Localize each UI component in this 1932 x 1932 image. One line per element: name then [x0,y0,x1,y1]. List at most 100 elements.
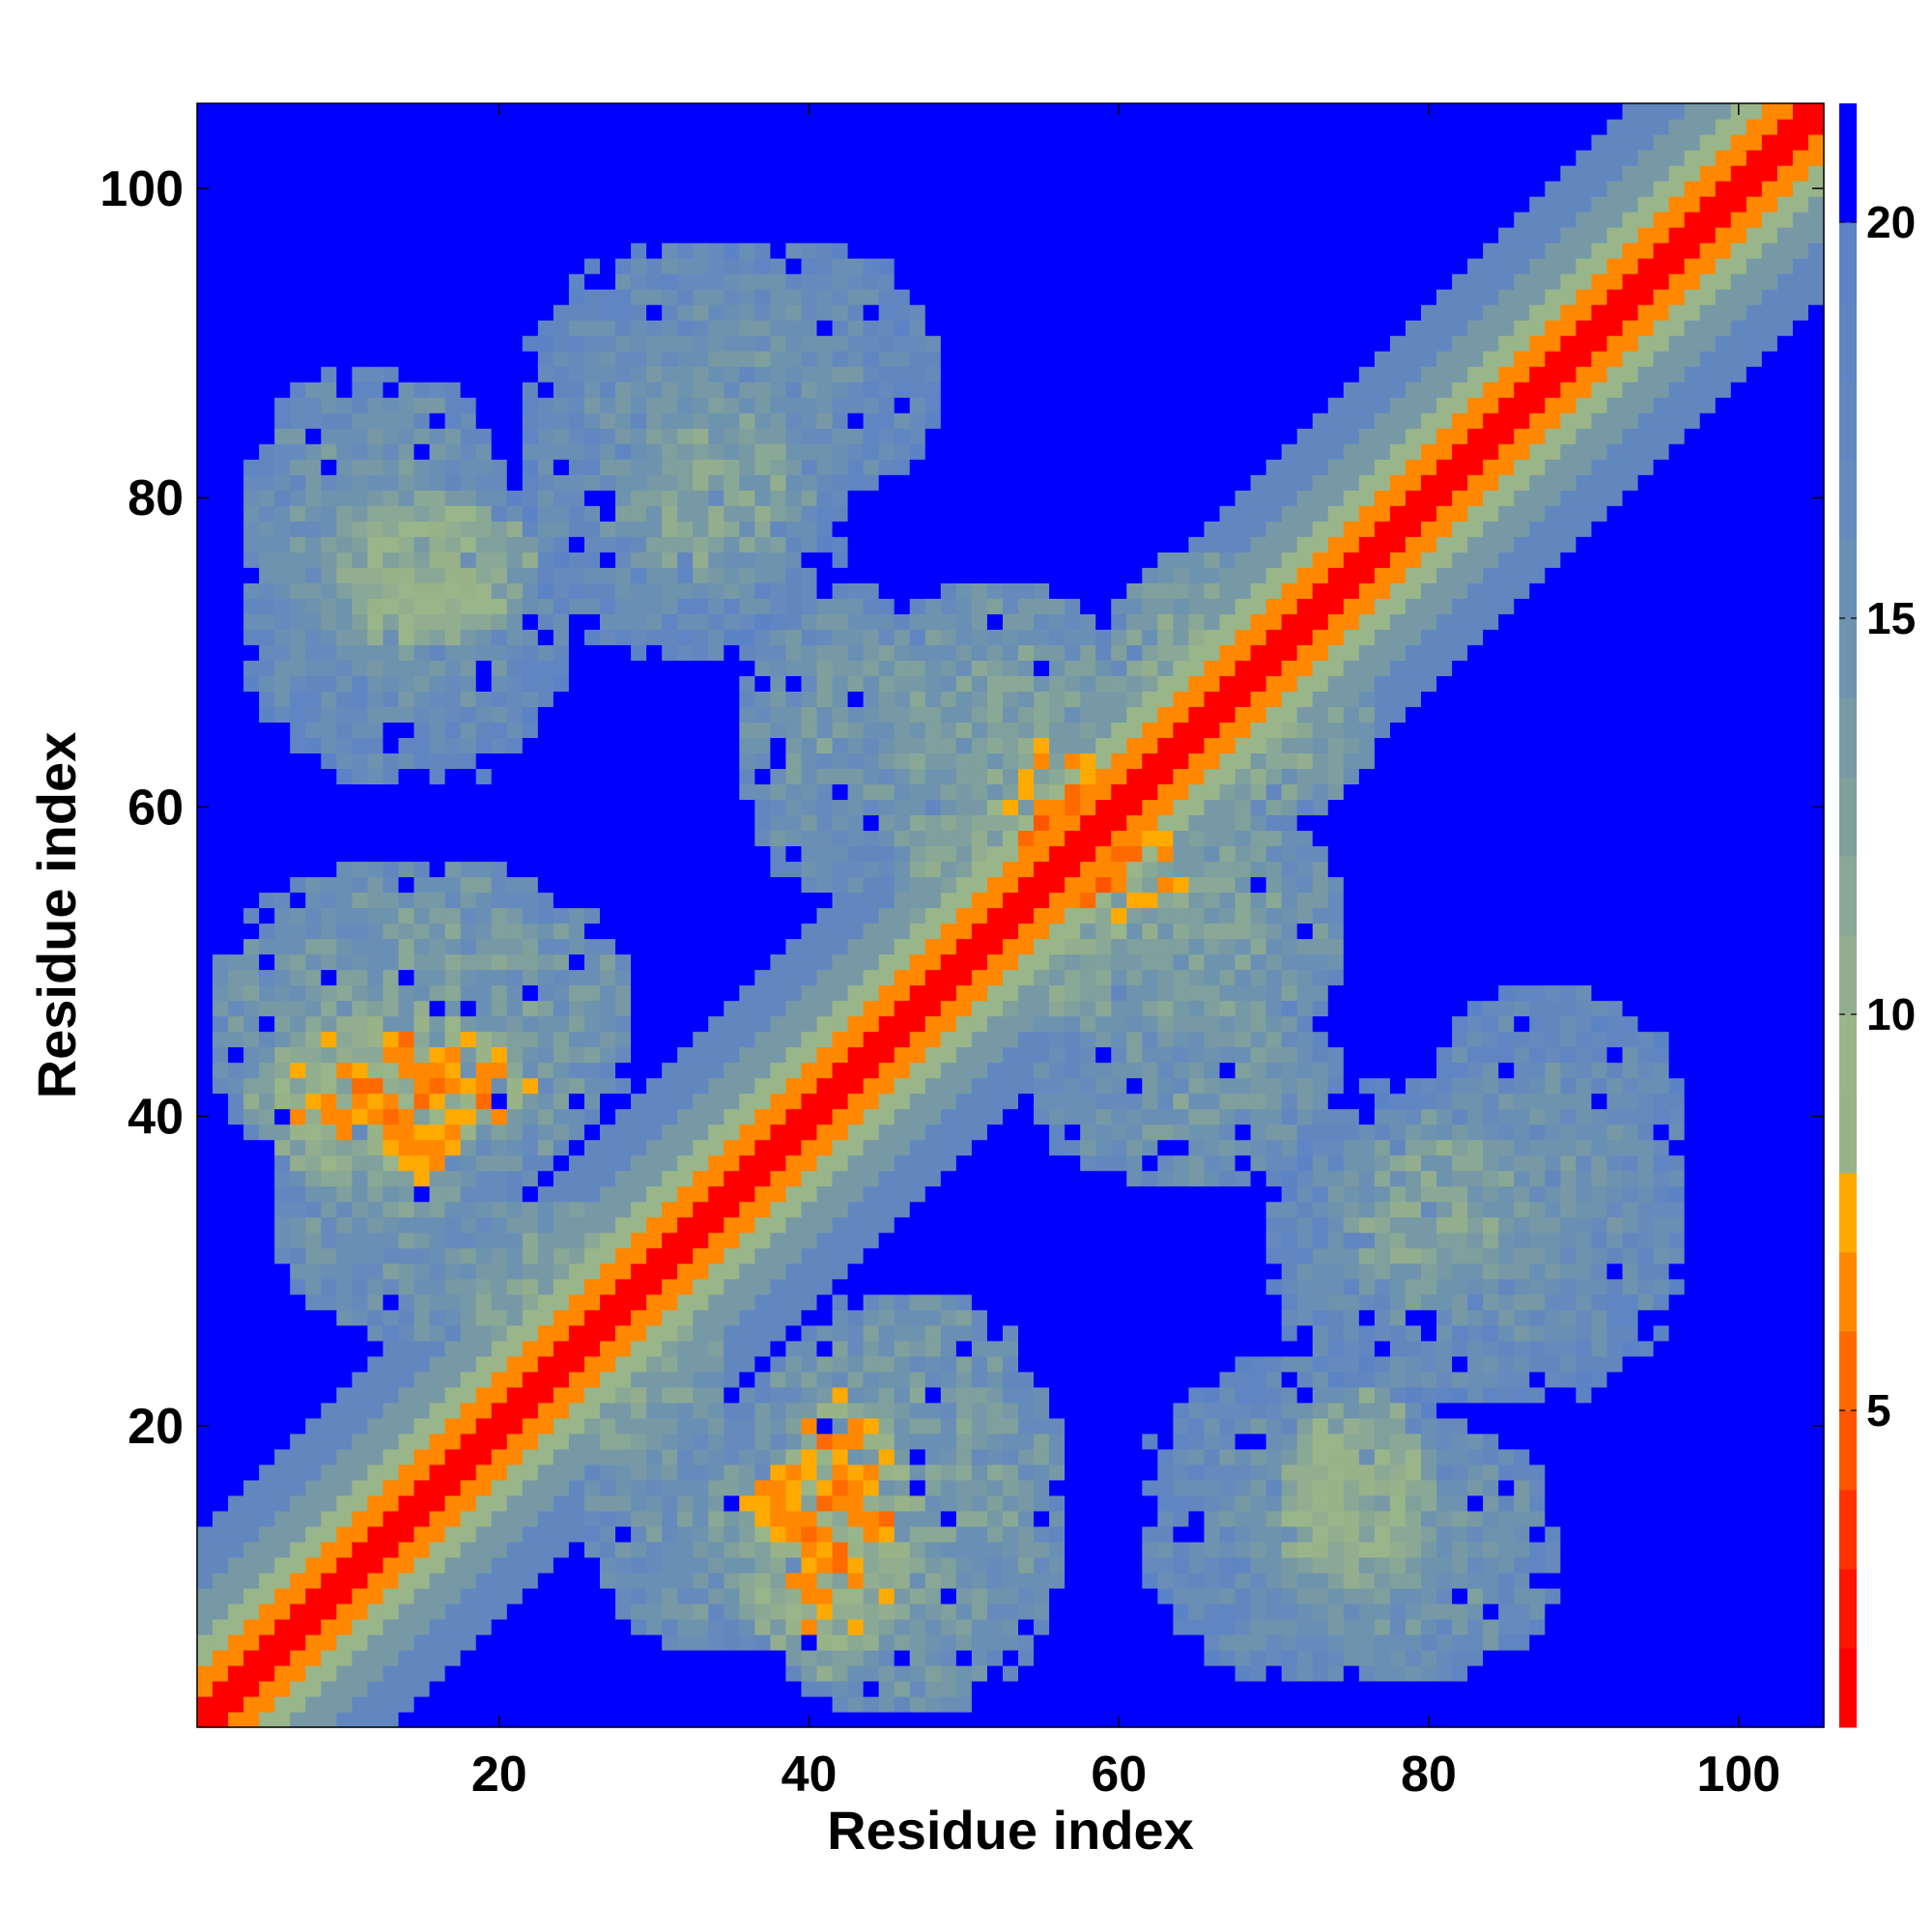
heatmap-cell [693,242,709,259]
heatmap-cell [646,366,663,383]
heatmap-cell [646,1278,663,1295]
heatmap-cell [228,459,244,475]
heatmap-cell [615,1402,632,1419]
heatmap-cell [646,227,663,243]
heatmap-cell [615,598,632,614]
heatmap-cell [615,675,632,692]
heatmap-cell [305,181,322,197]
heatmap-cell [305,397,322,413]
heatmap-cell [197,443,213,460]
heatmap-cell [336,907,353,924]
heatmap-cell [568,196,585,213]
heatmap-cell [599,443,616,460]
heatmap-cell [599,242,616,259]
heatmap-cell [631,258,647,274]
heatmap-cell [274,212,291,228]
heatmap-cell [491,1510,508,1527]
heatmap-cell [863,459,880,475]
heatmap-cell [568,1417,585,1435]
heatmap-cell [259,861,275,878]
heatmap-cell [259,1664,275,1682]
heatmap-cell [770,907,787,924]
heatmap-cell [553,1093,570,1110]
heatmap-cell [677,629,694,645]
heatmap-cell [398,1185,415,1203]
heatmap-cell [305,1263,322,1280]
heatmap-cell [243,1695,260,1713]
heatmap-cell [894,892,911,909]
heatmap-cell [863,598,880,614]
heatmap-cell [646,304,663,321]
heatmap-cell [847,382,865,398]
heatmap-cell [553,567,570,583]
heatmap-cell [321,412,337,429]
heatmap-cell [398,783,415,801]
heatmap-cell [413,1680,431,1697]
heatmap-cell [336,1556,353,1574]
heatmap-cell [460,1448,477,1465]
heatmap-cell [863,1695,880,1713]
heatmap-cell [568,1433,585,1450]
heatmap-cell [274,1139,291,1156]
heatmap-cell [460,783,477,801]
heatmap-cell [243,1000,260,1017]
heatmap-cell [305,521,322,537]
heatmap-cell [708,1000,724,1017]
heatmap-cell [429,552,446,568]
heatmap-cell [429,1433,446,1450]
heatmap-cell [739,1664,755,1682]
heatmap-cell [321,660,337,676]
heatmap-cell [693,783,709,801]
heatmap-cell [785,582,803,599]
heatmap-cell [367,119,384,135]
heatmap-cell [352,1479,369,1496]
heatmap-cell [413,1232,431,1249]
heatmap-cell [677,1000,694,1017]
heatmap-cell [785,1402,803,1419]
heatmap-cell [832,1232,849,1249]
heatmap-cell [460,150,477,166]
heatmap-cell [909,567,926,583]
heatmap-cell [336,629,353,645]
heatmap-cell [894,366,911,383]
heatmap-cell [816,892,834,909]
heatmap-cell [708,722,724,738]
heatmap-cell [909,1046,926,1064]
heatmap-cell [599,1031,616,1048]
heatmap-cell [646,814,663,832]
heatmap-cell [413,1711,431,1728]
heatmap-cell [816,134,834,151]
heatmap-cell [677,505,694,522]
heatmap-cell [724,1077,740,1094]
heatmap-cell [444,1324,462,1342]
heatmap-cell [631,1494,647,1512]
heatmap-cell [832,1433,849,1450]
heatmap-cell [259,691,275,707]
heatmap-cell [305,1664,322,1682]
heatmap-cell [336,691,353,707]
heatmap-cell [693,459,709,475]
heatmap-cell [739,227,755,243]
heatmap-cell [568,598,585,614]
heatmap-cell [243,830,260,847]
heatmap-cell [754,490,772,506]
heatmap-cell [878,876,895,894]
heatmap-cell [367,351,384,367]
heatmap-cell [553,861,570,878]
heatmap-cell [693,1355,709,1373]
heatmap-cell [739,969,755,986]
heatmap-cell [631,273,647,290]
heatmap-cell [290,1433,306,1450]
heatmap-cell [537,320,554,336]
heatmap-cell [785,1324,803,1342]
heatmap-cell [847,150,865,166]
heatmap-cell [444,845,462,863]
heatmap-cell [228,644,244,661]
heatmap-cell [336,1278,353,1295]
heatmap-cell [739,474,755,491]
heatmap-cell [475,552,493,568]
heatmap-cell [724,397,740,413]
heatmap-cell [878,1680,895,1697]
heatmap-cell [243,1433,260,1450]
heatmap-cell [321,629,337,645]
